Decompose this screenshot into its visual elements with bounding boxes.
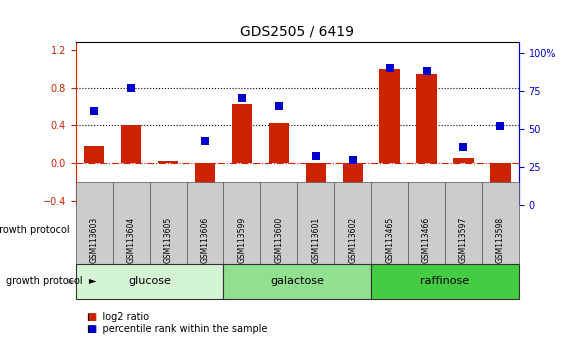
Text: GSM113600: GSM113600	[275, 216, 283, 263]
Bar	[232, 104, 252, 163]
Text: growth protocol: growth protocol	[0, 225, 70, 235]
Bar	[121, 125, 141, 163]
Bar	[150, 182, 187, 264]
Bar	[269, 124, 289, 163]
Bar	[158, 161, 178, 163]
Text: GSM113604: GSM113604	[127, 216, 136, 263]
Point	[496, 123, 505, 129]
Bar	[84, 146, 104, 163]
Point	[422, 68, 431, 74]
Bar	[297, 182, 334, 264]
Bar	[305, 163, 326, 184]
Point	[127, 85, 136, 91]
Bar	[380, 69, 400, 163]
Bar	[187, 182, 223, 264]
Text: ■  percentile rank within the sample: ■ percentile rank within the sample	[87, 324, 268, 334]
Point	[201, 138, 210, 144]
Point	[90, 108, 99, 114]
Text: ■  log2 ratio: ■ log2 ratio	[87, 312, 150, 322]
Bar	[490, 163, 511, 188]
Bar	[482, 182, 519, 264]
Bar	[223, 264, 371, 299]
Text: GSM113599: GSM113599	[237, 216, 247, 263]
Point	[237, 96, 247, 101]
Bar	[76, 264, 223, 299]
Text: GSM113465: GSM113465	[385, 216, 394, 263]
Text: GSM113603: GSM113603	[90, 216, 99, 263]
Text: GSM113602: GSM113602	[348, 216, 357, 263]
Point	[459, 144, 468, 150]
Bar	[76, 182, 113, 264]
Text: GSM113606: GSM113606	[201, 216, 209, 263]
Text: ■: ■	[87, 324, 97, 334]
Text: GSM113598: GSM113598	[496, 216, 505, 263]
Bar	[261, 182, 297, 264]
Text: GSM113601: GSM113601	[311, 216, 320, 263]
Point	[311, 154, 321, 159]
Text: GSM113605: GSM113605	[164, 216, 173, 263]
Bar	[416, 74, 437, 163]
Bar	[454, 158, 473, 163]
Bar	[408, 182, 445, 264]
Text: growth protocol  ►: growth protocol ►	[6, 276, 96, 286]
Bar	[195, 163, 215, 191]
Text: ■: ■	[87, 312, 97, 322]
Text: glucose: glucose	[128, 276, 171, 286]
Text: GSM113466: GSM113466	[422, 216, 431, 263]
Bar	[113, 182, 150, 264]
Bar	[334, 182, 371, 264]
Text: galactose: galactose	[271, 276, 324, 286]
Text: GSM113597: GSM113597	[459, 216, 468, 263]
Point	[348, 157, 357, 162]
Title: GDS2505 / 6419: GDS2505 / 6419	[240, 24, 354, 39]
Bar	[371, 264, 519, 299]
Point	[274, 103, 283, 109]
Text: ►: ►	[62, 276, 76, 286]
Bar	[445, 182, 482, 264]
Point	[385, 65, 394, 71]
Bar	[343, 163, 363, 205]
Bar	[223, 182, 261, 264]
Text: raffinose: raffinose	[420, 276, 469, 286]
Bar	[371, 182, 408, 264]
